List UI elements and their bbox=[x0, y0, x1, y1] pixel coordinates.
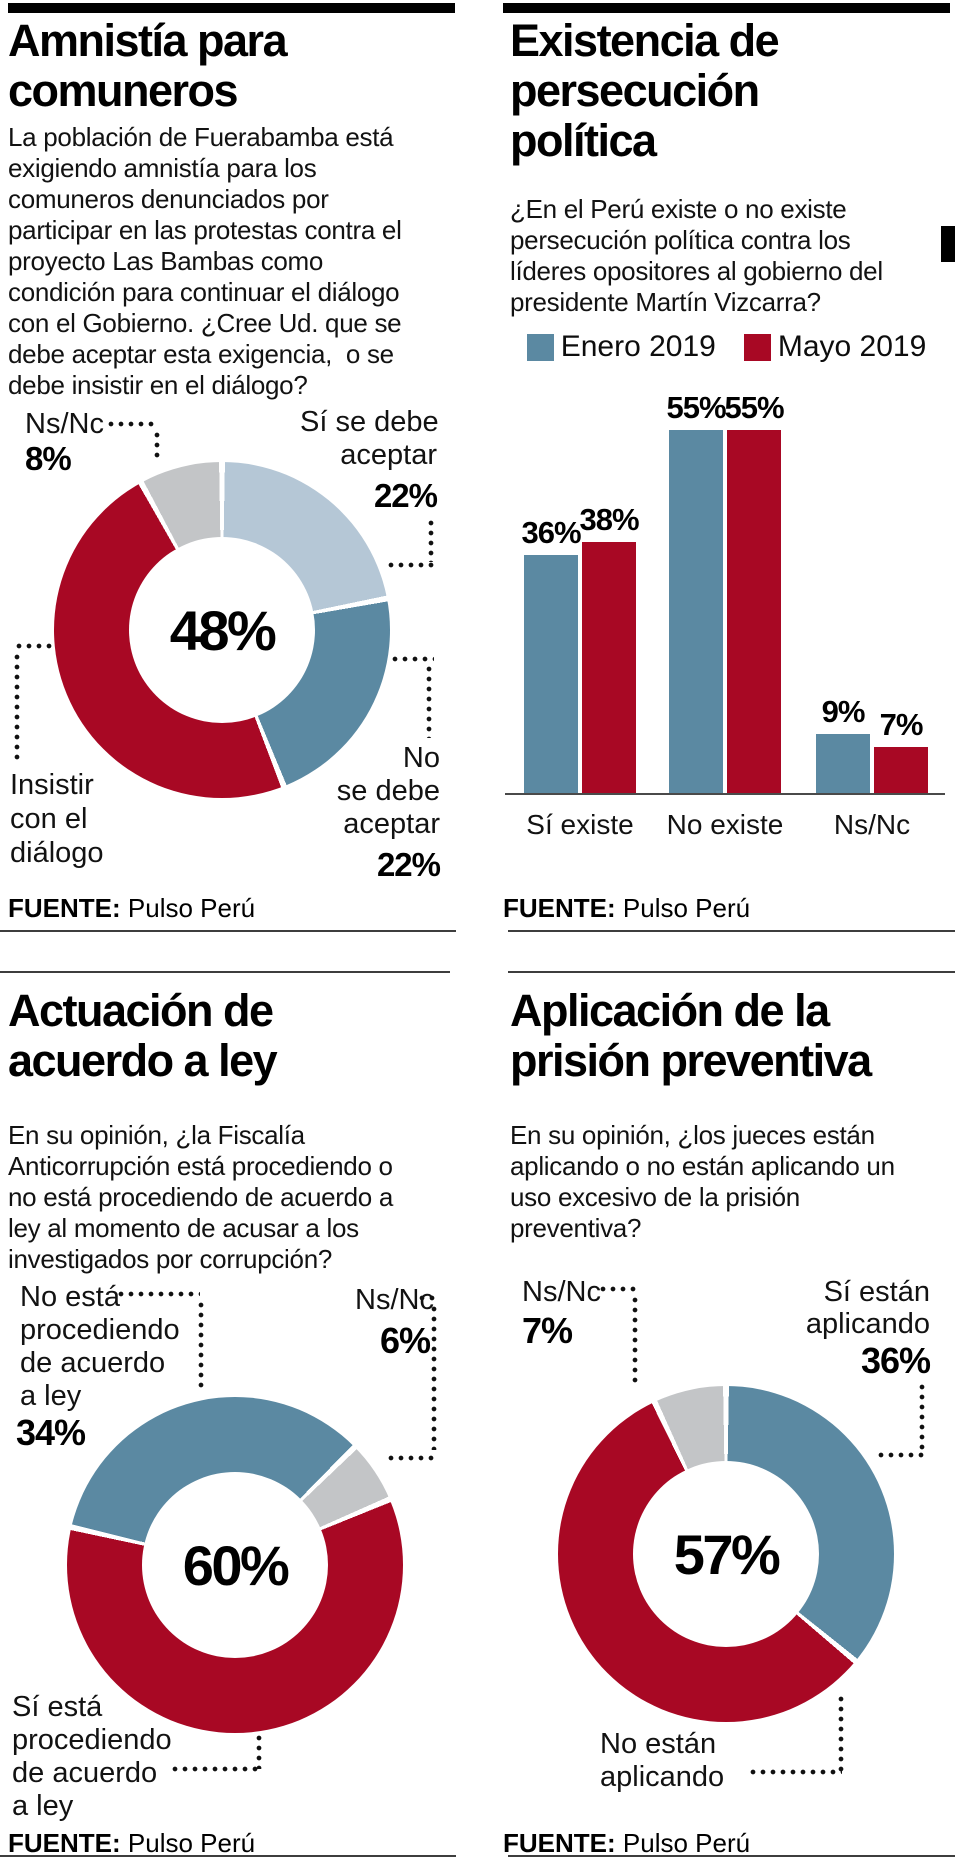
panel3-source-label: FUENTE: bbox=[8, 1828, 121, 1858]
bar-value-label: 36% bbox=[521, 515, 581, 550]
bar-enero-3 bbox=[816, 734, 870, 793]
leader-dots-nsnc3-h1 bbox=[417, 1295, 437, 1301]
panel3-label-siesta: Sí está procediendo de acuerdo a ley bbox=[12, 1691, 172, 1822]
panel3-title: Actuación de acuerdo a ley bbox=[8, 985, 278, 1086]
leader-dots-nsnc-h bbox=[106, 421, 158, 427]
leader-dots-nsnc3-v bbox=[431, 1304, 437, 1450]
panel1-pct-si: 22% bbox=[373, 477, 438, 514]
bar-value-label: 55% bbox=[666, 390, 726, 425]
panel4-pct-sistan: 36% bbox=[860, 1340, 931, 1381]
panel4-top-rule bbox=[508, 971, 955, 973]
panel1-label-nsnc: Ns/Nc bbox=[25, 408, 104, 440]
panel4-bottom-rule bbox=[508, 1855, 955, 1857]
panel4-source: FUENTE: Pulso Perú bbox=[503, 1828, 750, 1859]
panel2-source: FUENTE: Pulso Perú bbox=[503, 893, 750, 924]
panel4-pct-nsnc: 7% bbox=[522, 1310, 573, 1351]
leader-dots-insistir-v bbox=[14, 652, 20, 764]
panel3-pct-noesta: 34% bbox=[16, 1412, 86, 1453]
page-edge-marker bbox=[941, 226, 955, 262]
panel4-label-nsnc: Ns/Nc bbox=[522, 1276, 601, 1308]
donut-actuacion: 60% bbox=[67, 1397, 403, 1733]
donut-actuacion-hole: 60% bbox=[142, 1472, 328, 1658]
leader-dots-si-h bbox=[386, 562, 434, 568]
bar-chart-persecucion: 36% 38% Sí existe 55% 55% No existe 9% 7% Ns/Nc bbox=[505, 390, 945, 840]
bar-enero-1 bbox=[524, 555, 578, 793]
bar-chart-axis bbox=[505, 793, 945, 795]
leader-dots-no-h bbox=[390, 656, 434, 662]
bar-mayo-3 bbox=[874, 747, 928, 793]
donut-amnistia-center-pct: 48% bbox=[169, 598, 277, 662]
panel1-label-no: No se debe aceptar bbox=[336, 742, 440, 840]
leader-dots-noesta-h bbox=[116, 1291, 200, 1297]
panel4-label-noestan: No están aplicando bbox=[600, 1728, 725, 1793]
leader-dots-insistir-h bbox=[14, 643, 56, 649]
leader-dots-noestan-h bbox=[748, 1769, 842, 1775]
bar-category-label: No existe bbox=[666, 809, 784, 840]
legend-swatch-enero bbox=[526, 333, 554, 361]
panel3-source-value: Pulso Perú bbox=[120, 1828, 256, 1858]
panel4-label-sistan: Sí están aplicando bbox=[805, 1276, 930, 1340]
panel2-source-label: FUENTE: bbox=[503, 893, 616, 923]
panel1-label-si: Sí se debe aceptar bbox=[300, 406, 439, 471]
donut-prision-center-pct: 57% bbox=[673, 1522, 781, 1586]
leader-dots-si-v bbox=[428, 518, 434, 562]
legend-label-enero: Enero 2019 bbox=[560, 330, 716, 363]
leader-dots-sistan-h bbox=[876, 1452, 924, 1458]
panel3-source: FUENTE: Pulso Perú bbox=[8, 1828, 255, 1859]
panel2-title: Existencia de persecución política bbox=[510, 15, 780, 166]
panel1-top-bar bbox=[8, 3, 455, 13]
leader-dots-nsnc3-h2 bbox=[386, 1455, 434, 1461]
leader-dots-noesta-v bbox=[198, 1300, 204, 1390]
bar-category-label: Ns/Nc bbox=[833, 809, 911, 840]
panel1-pct-no: 22% bbox=[376, 846, 441, 883]
panel4-question: En su opinión, ¿los jueces están aplican… bbox=[510, 1120, 895, 1243]
bar-mayo-1 bbox=[582, 542, 636, 793]
bar-mayo-2 bbox=[727, 430, 781, 793]
donut-prision: 57% bbox=[558, 1386, 894, 1722]
leader-dots-nsnc4-v bbox=[632, 1295, 638, 1383]
bar-value-label: 7% bbox=[879, 707, 924, 742]
bar-value-label: 38% bbox=[579, 502, 639, 537]
donut-amnistia: 48% bbox=[54, 462, 390, 798]
legend-swatch-mayo bbox=[743, 333, 771, 361]
panel4-source-value: Pulso Perú bbox=[615, 1828, 751, 1858]
panel1-pct-nsnc: 8% bbox=[25, 440, 72, 477]
bar-enero-2 bbox=[669, 430, 723, 793]
panel3-question: En su opinión, ¿la Fiscalía Anticorrupci… bbox=[8, 1120, 394, 1274]
panel3-top-rule bbox=[0, 971, 450, 973]
leader-dots-sistan-v bbox=[919, 1382, 925, 1450]
bar-value-label: 9% bbox=[821, 694, 866, 729]
leader-dots-nsnc4-h bbox=[598, 1286, 636, 1292]
panel1-label-insistir: Insistir con el diálogo bbox=[10, 769, 104, 869]
leader-dots-no-v bbox=[426, 664, 432, 738]
panel3-pct-nsnc: 6% bbox=[380, 1320, 431, 1361]
bar-value-label: 55% bbox=[724, 390, 784, 425]
panel1-bottom-rule bbox=[0, 930, 456, 932]
bar-legend: Enero 2019 Mayo 2019 bbox=[503, 330, 950, 364]
panel3-label-noesta: No está procediendo de acuerdo a ley bbox=[20, 1281, 180, 1412]
panel2-source-value: Pulso Perú bbox=[615, 893, 751, 923]
panel4-title: Aplicación de la prisión preventiva bbox=[510, 985, 872, 1086]
panel1-source-value: Pulso Perú bbox=[120, 893, 256, 923]
bar-category-label: Sí existe bbox=[526, 809, 634, 840]
panel2-question: ¿En el Perú existe o no existe persecuci… bbox=[510, 194, 883, 317]
panel1-source: FUENTE: Pulso Perú bbox=[8, 893, 255, 924]
leader-dots-nsnc-v bbox=[154, 430, 160, 462]
donut-actuacion-center-pct: 60% bbox=[182, 1533, 290, 1597]
donut-amnistia-hole: 48% bbox=[129, 537, 315, 723]
panel4-source-label: FUENTE: bbox=[503, 1828, 616, 1858]
panel1-question: La población de Fuerabamba está exigiend… bbox=[8, 122, 402, 400]
leader-dots-siesta-v bbox=[256, 1733, 262, 1769]
leader-dots-noestan-v bbox=[838, 1694, 844, 1772]
donut-prision-hole: 57% bbox=[633, 1461, 819, 1647]
panel1-title: Amnistía para comuneros bbox=[8, 15, 288, 116]
legend-label-mayo: Mayo 2019 bbox=[777, 330, 927, 363]
panel1-source-label: FUENTE: bbox=[8, 893, 121, 923]
leader-dots-siesta-h bbox=[170, 1766, 262, 1772]
panel2-bottom-rule bbox=[508, 930, 955, 932]
panel2-top-bar bbox=[503, 3, 950, 13]
panel3-bottom-rule bbox=[0, 1855, 456, 1857]
